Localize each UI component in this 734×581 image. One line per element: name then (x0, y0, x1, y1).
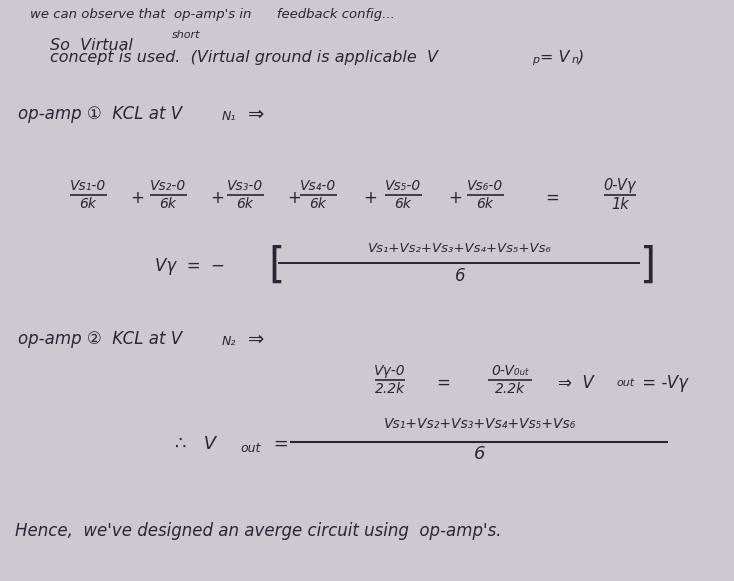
Text: ⇒: ⇒ (248, 330, 264, 349)
Text: +: + (448, 189, 462, 207)
Text: = -Vγ: = -Vγ (637, 374, 688, 392)
Text: 6k: 6k (476, 197, 493, 211)
Text: 0-Vγ: 0-Vγ (604, 178, 636, 193)
Text: =: = (436, 374, 450, 392)
Text: N₁: N₁ (222, 110, 236, 123)
Text: Vs₁-0: Vs₁-0 (70, 179, 106, 193)
Text: ]: ] (640, 245, 656, 287)
Text: out: out (240, 442, 261, 455)
Text: = V: = V (540, 50, 570, 65)
Text: 6k: 6k (310, 197, 327, 211)
Text: Hence,  we've designed an averge circuit using  op-amp's.: Hence, we've designed an averge circuit … (15, 522, 501, 540)
Text: n: n (572, 55, 579, 65)
Text: ⇒  V: ⇒ V (558, 374, 594, 392)
Text: +: + (287, 189, 301, 207)
Text: =: = (268, 435, 289, 453)
Text: 6: 6 (474, 445, 486, 463)
Text: Vs₃-0: Vs₃-0 (227, 179, 263, 193)
Text: Vs₁+Vs₂+Vs₃+Vs₄+Vs₅+Vs₆: Vs₁+Vs₂+Vs₃+Vs₄+Vs₅+Vs₆ (368, 242, 552, 255)
Text: Vs₅-0: Vs₅-0 (385, 179, 421, 193)
Text: Vs₄-0: Vs₄-0 (300, 179, 336, 193)
Text: Vs₆-0: Vs₆-0 (467, 179, 503, 193)
Text: =: = (545, 189, 559, 207)
Text: ∴   V: ∴ V (175, 435, 216, 453)
Text: out: out (616, 378, 634, 388)
Text: short: short (172, 30, 200, 40)
Text: Vγ  =  −: Vγ = − (155, 257, 225, 275)
Text: ⇒: ⇒ (248, 105, 264, 124)
Text: 1k: 1k (611, 197, 629, 212)
Text: Vs₁+Vs₂+Vs₃+Vs₄+Vs₅+Vs₆: Vs₁+Vs₂+Vs₃+Vs₄+Vs₅+Vs₆ (384, 417, 576, 431)
Text: 6k: 6k (159, 197, 176, 211)
Text: 6: 6 (454, 267, 465, 285)
Text: 6k: 6k (236, 197, 253, 211)
Text: 0-V₀ᵤₜ: 0-V₀ᵤₜ (491, 364, 529, 378)
Text: +: + (363, 189, 377, 207)
Text: ): ) (578, 50, 584, 65)
Text: Vγ-0: Vγ-0 (374, 364, 406, 378)
Text: 2.2k: 2.2k (495, 382, 525, 396)
Text: Vs₂-0: Vs₂-0 (150, 179, 186, 193)
Text: N₂: N₂ (222, 335, 236, 348)
Text: we can observe that  op-amp's in      feedback config...: we can observe that op-amp's in feedback… (30, 8, 395, 21)
Text: op-amp ②  KCL at V: op-amp ② KCL at V (18, 330, 182, 348)
Text: [: [ (268, 245, 284, 287)
Text: 6k: 6k (79, 197, 96, 211)
Text: +: + (130, 189, 144, 207)
Text: concept is used.  (Virtual ground is applicable  V: concept is used. (Virtual ground is appl… (50, 50, 438, 65)
Text: 6k: 6k (395, 197, 412, 211)
Text: p: p (532, 55, 539, 65)
Text: So  Virtual: So Virtual (50, 38, 133, 53)
Text: 2.2k: 2.2k (375, 382, 405, 396)
Text: +: + (210, 189, 224, 207)
Text: op-amp ①  KCL at V: op-amp ① KCL at V (18, 105, 182, 123)
